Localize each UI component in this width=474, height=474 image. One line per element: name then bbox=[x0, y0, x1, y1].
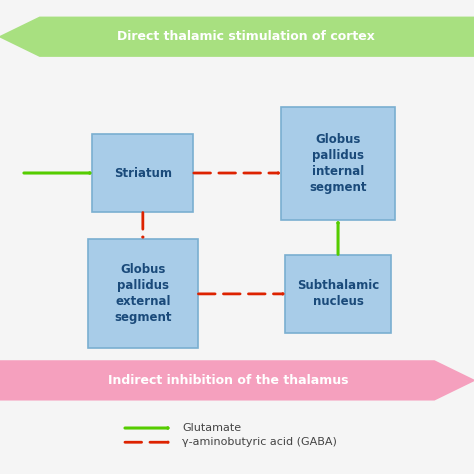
Text: Globus
pallidus
external
segment: Globus pallidus external segment bbox=[114, 264, 172, 324]
Text: γ-aminobutyric acid (GABA): γ-aminobutyric acid (GABA) bbox=[182, 437, 337, 447]
Text: Indirect inhibition of the thalamus: Indirect inhibition of the thalamus bbox=[108, 374, 348, 387]
Polygon shape bbox=[0, 360, 474, 401]
Text: Globus
pallidus
internal
segment: Globus pallidus internal segment bbox=[310, 133, 367, 194]
Text: Glutamate: Glutamate bbox=[182, 423, 241, 433]
Text: Striatum: Striatum bbox=[114, 166, 172, 180]
FancyBboxPatch shape bbox=[92, 134, 193, 212]
Text: Direct thalamic stimulation of cortex: Direct thalamic stimulation of cortex bbox=[117, 30, 375, 43]
Text: Subthalamic
nucleus: Subthalamic nucleus bbox=[297, 279, 379, 309]
FancyBboxPatch shape bbox=[281, 107, 395, 220]
FancyBboxPatch shape bbox=[88, 239, 198, 348]
Polygon shape bbox=[0, 17, 474, 57]
FancyBboxPatch shape bbox=[285, 255, 391, 333]
